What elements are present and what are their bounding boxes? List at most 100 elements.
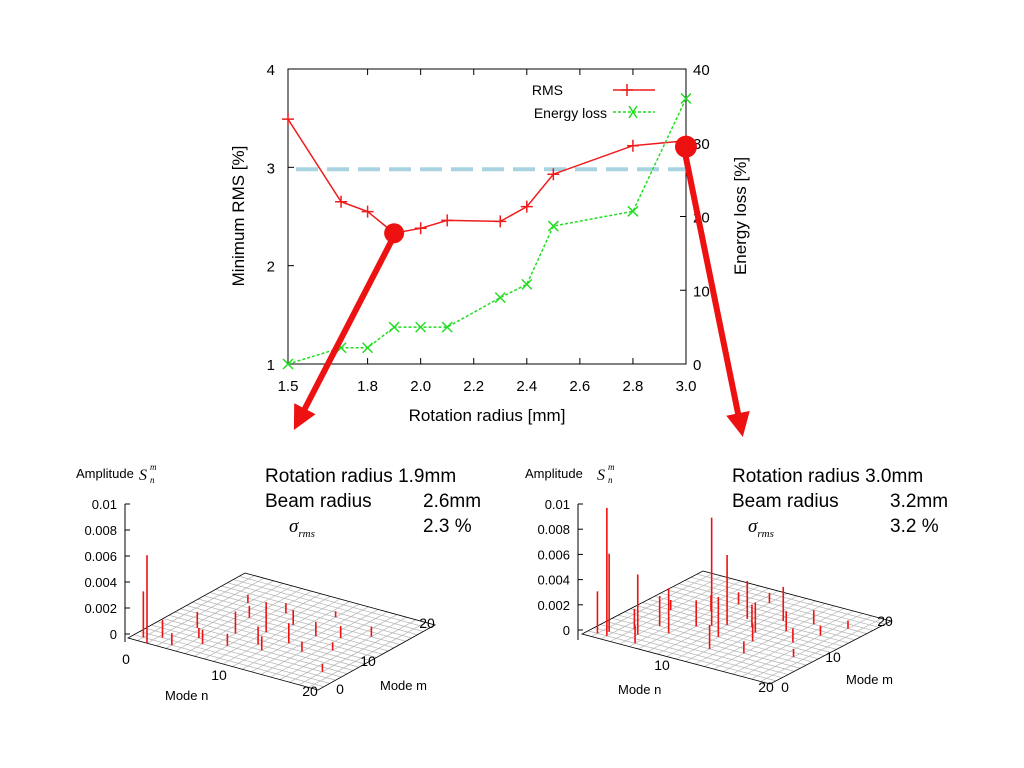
n-axis-label: Mode n	[618, 682, 661, 697]
legend-marker-rms	[621, 84, 633, 96]
x-tick-label: 2.6	[569, 378, 590, 395]
y-tick-label: 2	[267, 259, 275, 276]
amplitude-label: Amplitude	[76, 466, 134, 481]
energy-loss-point	[547, 220, 559, 232]
energy-loss-point	[388, 321, 400, 333]
n-tick-label: 20	[302, 683, 318, 699]
z-tick-marks	[578, 503, 583, 631]
energy-loss-point	[415, 321, 427, 333]
y2-tick-label: 10	[693, 283, 710, 300]
legend: RMS Energy loss	[532, 82, 655, 121]
energy-loss-point	[362, 342, 374, 354]
rms-point	[520, 200, 533, 213]
z-tick-label: 0.006	[537, 547, 570, 562]
z-tick-label: 0.002	[84, 601, 117, 616]
rms-point	[626, 139, 639, 152]
m-axis-label: Mode m	[380, 678, 427, 693]
y-axis-label: Minimum RMS [%]	[229, 146, 248, 287]
arrow-to-right-panel	[681, 147, 750, 437]
rms-markers	[282, 113, 692, 240]
n-tick-label: 10	[654, 657, 670, 673]
y2-axis-label: Energy loss [%]	[731, 157, 750, 275]
amplitude-spikes	[596, 507, 849, 657]
y-tick-label: 1	[267, 357, 275, 374]
rms-point	[441, 214, 454, 227]
z-tick-label: 0.008	[84, 523, 117, 538]
energy-loss-point	[494, 292, 506, 304]
y-tick-labels: 1 2 3 4	[267, 62, 275, 374]
n-tick-label: 20	[758, 679, 774, 695]
x-tick-label: 1.5	[278, 378, 299, 395]
rms-point	[494, 215, 507, 228]
y2-tick-label: 30	[693, 136, 710, 153]
rotation-radius-value: 3.0mm	[865, 466, 924, 487]
x-tick-label: 2.8	[623, 378, 644, 395]
info-block-right: Rotation radius 3.0mm Beam radius 3.2mm σ…	[732, 464, 948, 547]
rotation-radius-label: Rotation radius	[732, 466, 860, 487]
z-tick-marks	[125, 503, 130, 635]
rms-point	[547, 168, 560, 181]
sigma-rms-value: 3.2 %	[890, 516, 939, 537]
energy-loss-series-line	[287, 98, 687, 365]
z-tick-label: 0.004	[84, 575, 117, 590]
z-tick-label: 0.01	[545, 497, 570, 512]
z-tick-label: 0.01	[92, 497, 117, 512]
rms-series-line	[287, 118, 687, 235]
energy-loss-point	[282, 358, 294, 370]
highlight-point-3-0mm	[675, 135, 697, 158]
sigma-rms-symbol: σrms	[289, 516, 315, 540]
y-tick-label: 3	[267, 160, 275, 177]
floor-grid	[126, 572, 437, 691]
beam-radius-value: 2.6mm	[423, 491, 482, 512]
beam-radius-label: Beam radius	[265, 491, 372, 512]
m-tick-label: 20	[419, 615, 435, 631]
highlight-point-1-9mm	[384, 223, 405, 244]
arrow-to-left-panel	[293, 234, 397, 430]
y2-tick-label: 0	[693, 357, 701, 374]
floor-grid	[580, 570, 893, 685]
m-tick-label: 20	[877, 613, 893, 629]
x-tick-label: 2.0	[410, 378, 431, 395]
z-tick-label: 0.004	[537, 573, 570, 588]
legend-marker-energy-loss	[628, 105, 638, 119]
amplitude-symbol: S	[597, 467, 605, 484]
amplitude-symbol-sub: n	[608, 475, 613, 485]
m-tick-label: 10	[825, 649, 841, 665]
m-axis-label: Mode m	[846, 672, 893, 687]
z-tick-label: 0	[110, 627, 117, 642]
n-axis-label: Mode n	[165, 688, 208, 703]
rotation-radius-label: Rotation radius	[265, 466, 393, 487]
rms-point	[361, 205, 374, 218]
amplitude-symbol-sup: m	[608, 462, 615, 472]
mode-amplitude-panel-right: Amplitude S m n 0.01 0.008 0.006 0.004 0.002…	[525, 462, 893, 697]
x-axis-label: Rotation radius [mm]	[409, 406, 566, 425]
amplitude-symbol: S	[139, 467, 147, 484]
z-tick-label: 0.006	[84, 549, 117, 564]
z-tick-label: 0	[563, 623, 570, 638]
y2-tick-label: 40	[693, 62, 710, 79]
y-tick-label: 4	[267, 62, 275, 79]
x-tick-labels: 1.5 1.8 2.0 2.2 2.4 2.6 2.8 3.0	[278, 378, 697, 395]
legend-label-rms: RMS	[532, 82, 563, 98]
z-tick-label: 0.002	[537, 598, 570, 613]
energy-loss-markers	[282, 92, 692, 370]
z-tick-label: 0.008	[537, 522, 570, 537]
energy-loss-point	[680, 92, 692, 105]
x-tick-label: 2.4	[516, 378, 537, 395]
amplitude-symbol-sup: m	[150, 462, 157, 472]
rms-point	[414, 222, 427, 235]
energy-loss-point	[441, 321, 453, 333]
beam-radius-label: Beam radius	[732, 491, 839, 512]
rms-point	[335, 195, 348, 208]
amplitude-symbol-sub: n	[150, 475, 155, 485]
x-tick-label: 1.8	[357, 378, 378, 395]
z-tick-labels: 0.01 0.008 0.006 0.004 0.002 0	[537, 497, 570, 638]
beam-radius-value: 3.2mm	[890, 491, 949, 512]
sigma-rms-symbol: σrms	[748, 516, 774, 540]
energy-loss-point	[521, 278, 533, 290]
x-tick-label: 2.2	[463, 378, 484, 395]
z-tick-labels: 0.01 0.008 0.006 0.004 0.002 0	[84, 497, 117, 642]
energy-loss-point	[627, 205, 639, 217]
